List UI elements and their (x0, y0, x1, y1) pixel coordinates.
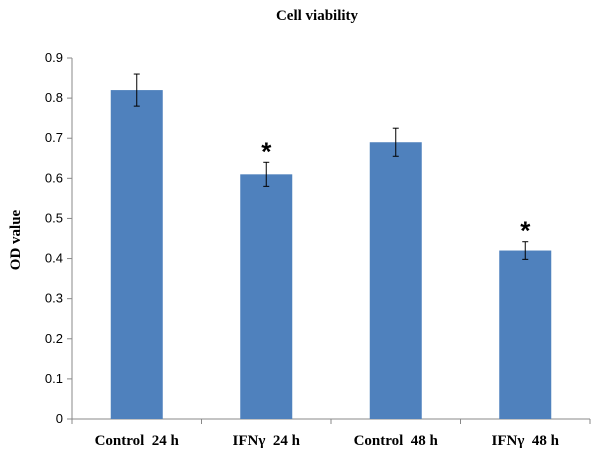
x-tick-label: IFNγ 24 h (233, 433, 301, 449)
y-tick-label: 0.6 (45, 170, 63, 185)
significance-marker: * (261, 136, 272, 166)
bar-4 (499, 250, 552, 419)
x-tick-label: Control 24 h (95, 433, 180, 449)
y-tick-label: 0.9 (45, 50, 63, 65)
bar-3 (369, 142, 422, 419)
y-tick-label: 0.5 (45, 210, 63, 225)
y-tick-label: 0.8 (45, 90, 63, 105)
y-tick-label: 0.1 (45, 371, 63, 386)
x-tick-label: Control 48 h (354, 433, 439, 449)
y-tick-label: 0.2 (45, 331, 63, 346)
significance-marker: * (520, 216, 531, 246)
bar-1 (110, 90, 163, 419)
x-tick-label: IFNγ 48 h (492, 433, 560, 449)
y-tick-label: 0.7 (45, 130, 63, 145)
y-tick-label: 0.3 (45, 291, 63, 306)
bar-2 (240, 174, 293, 419)
y-axis-label: OD value (8, 209, 24, 270)
y-tick-label: 0.4 (45, 251, 63, 266)
chart-title: Cell viability (276, 8, 359, 24)
plot-area: 0 0.1 0.2 0.3 0.4 0.5 0.6 0.7 0.8 0.9 Control 24 h… (45, 50, 591, 449)
y-tick-label: 0 (56, 411, 63, 426)
